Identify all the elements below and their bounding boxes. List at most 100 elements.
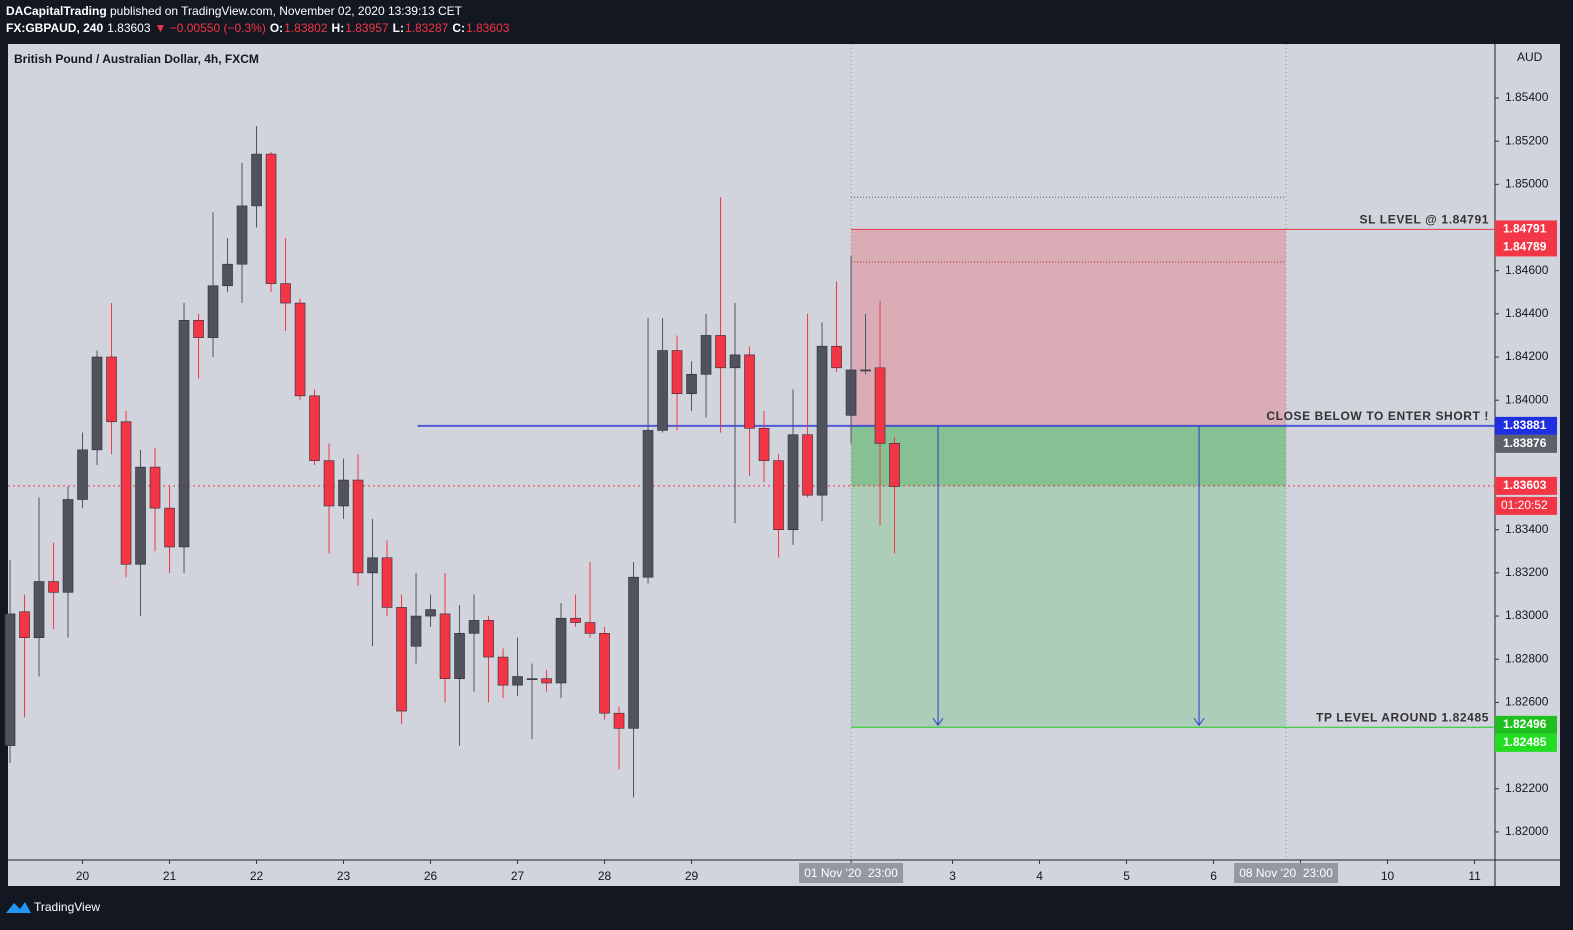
x-tick-label: 4 [1036, 869, 1043, 883]
field-key: C: [452, 21, 465, 35]
logo [6, 902, 31, 913]
countdown-tag [1495, 496, 1557, 515]
y-tick-label: 1.83000 [1505, 608, 1549, 622]
candle-body [48, 581, 59, 593]
field-value: 1.83603 [466, 21, 510, 35]
candle-body [280, 283, 291, 304]
plot [4, 44, 1495, 860]
candle-body [773, 460, 784, 531]
candle-body [396, 607, 407, 712]
price-tag-label: 1.83603 [1503, 478, 1547, 492]
y-tick-label: 1.84000 [1505, 392, 1549, 406]
candle-body [4, 613, 16, 746]
x-tick-label: 10 [1381, 869, 1395, 883]
candle-body [860, 369, 871, 372]
candle-body [787, 434, 799, 531]
price-tag-label: 1.83876 [1503, 436, 1547, 450]
candle-body [889, 443, 900, 487]
candle-body [628, 576, 639, 729]
candle-body [657, 350, 668, 431]
candle-body [91, 356, 103, 451]
price-tag [1495, 220, 1557, 239]
y-tick-label: 1.83400 [1505, 522, 1549, 536]
symbol: FX:GBPAUD, 240 [6, 21, 103, 35]
candle-body [323, 460, 335, 507]
cursor-label: 01 Nov '20 23:00 [804, 866, 898, 880]
candle-body [178, 320, 190, 548]
price-tag-label: 1.84789 [1503, 240, 1547, 254]
candle-body [686, 373, 697, 395]
candle-body [207, 285, 219, 338]
candle-body [845, 369, 857, 416]
candle-body [454, 633, 465, 679]
candle-body [584, 622, 596, 634]
x-tick-label: 28 [598, 869, 612, 883]
price-tag [1495, 476, 1557, 495]
annotation: TP LEVEL AROUND 1.82485 [1316, 710, 1489, 724]
x-tick-label: 20 [76, 869, 90, 883]
footer: TradingView [6, 900, 100, 914]
candle-body [700, 335, 712, 375]
x-tick-label: 23 [337, 869, 351, 883]
y-tick-label: 1.82600 [1505, 695, 1549, 709]
candle-body [425, 609, 436, 617]
price-tag [1495, 238, 1557, 257]
x-tick-label: 22 [250, 869, 264, 883]
y-tick-label: 1.82800 [1505, 651, 1549, 665]
candle-body [613, 712, 625, 729]
price-tag-label: 1.84791 [1503, 222, 1547, 236]
x-tick-label: 6 [1210, 869, 1217, 883]
candle-body [352, 479, 364, 574]
candle-body [526, 678, 538, 680]
last-price: 1.83603 [107, 21, 151, 35]
brand: TradingView [34, 900, 100, 914]
y-tick-label: 1.83200 [1505, 565, 1549, 579]
candle-body [831, 345, 842, 369]
field-value: 1.83287 [405, 21, 449, 35]
currency: AUD [1517, 50, 1543, 64]
price-tag [1495, 434, 1557, 453]
y-tick-label: 1.85200 [1505, 133, 1549, 147]
y-tick-label: 1.84200 [1505, 349, 1549, 363]
candle-body [19, 611, 30, 638]
candle-body [135, 466, 146, 565]
candle-body [816, 345, 828, 496]
x-tick-label: 11 [1468, 869, 1481, 883]
y-tick-label: 1.82200 [1505, 781, 1549, 795]
cursor-label-box [799, 863, 904, 883]
candle-body [483, 620, 494, 658]
price-tag-label: 1.82485 [1503, 735, 1547, 749]
countdown: 01:20:52 [1501, 498, 1548, 512]
field-key: H: [332, 21, 345, 35]
candle-body [149, 466, 161, 509]
candle-body [120, 421, 132, 565]
x-tick-label: 29 [685, 869, 699, 883]
candle-body [106, 356, 117, 423]
y-tick-label: 1.85400 [1505, 90, 1549, 104]
price-tag [1495, 416, 1557, 435]
candle-body [77, 449, 88, 500]
filled-zone [851, 425, 1287, 486]
candle-body [410, 615, 422, 647]
x-tick-label: 3 [949, 869, 956, 883]
header: DACapitalTrading published on TradingVie… [6, 4, 463, 18]
candle-body [642, 430, 654, 578]
candle-body [555, 617, 567, 684]
published: published on TradingView.com, November 0… [110, 4, 463, 18]
author: DACapitalTrading [6, 4, 107, 18]
candle-body [338, 479, 349, 507]
x-tick-label: 5 [1123, 869, 1130, 883]
candle-body [193, 320, 204, 338]
candle-body [758, 427, 770, 461]
x-tick-label: 26 [424, 869, 438, 883]
field-key: O: [270, 21, 283, 35]
candle-body [222, 263, 233, 287]
arrow-head [932, 717, 944, 727]
candle-body [497, 656, 509, 686]
y-tick-label: 1.85000 [1505, 176, 1549, 190]
candle-body [599, 633, 610, 714]
stop-zone [851, 229, 1287, 426]
y-tick-label: 1.84600 [1505, 263, 1549, 277]
candle-body [367, 557, 378, 574]
